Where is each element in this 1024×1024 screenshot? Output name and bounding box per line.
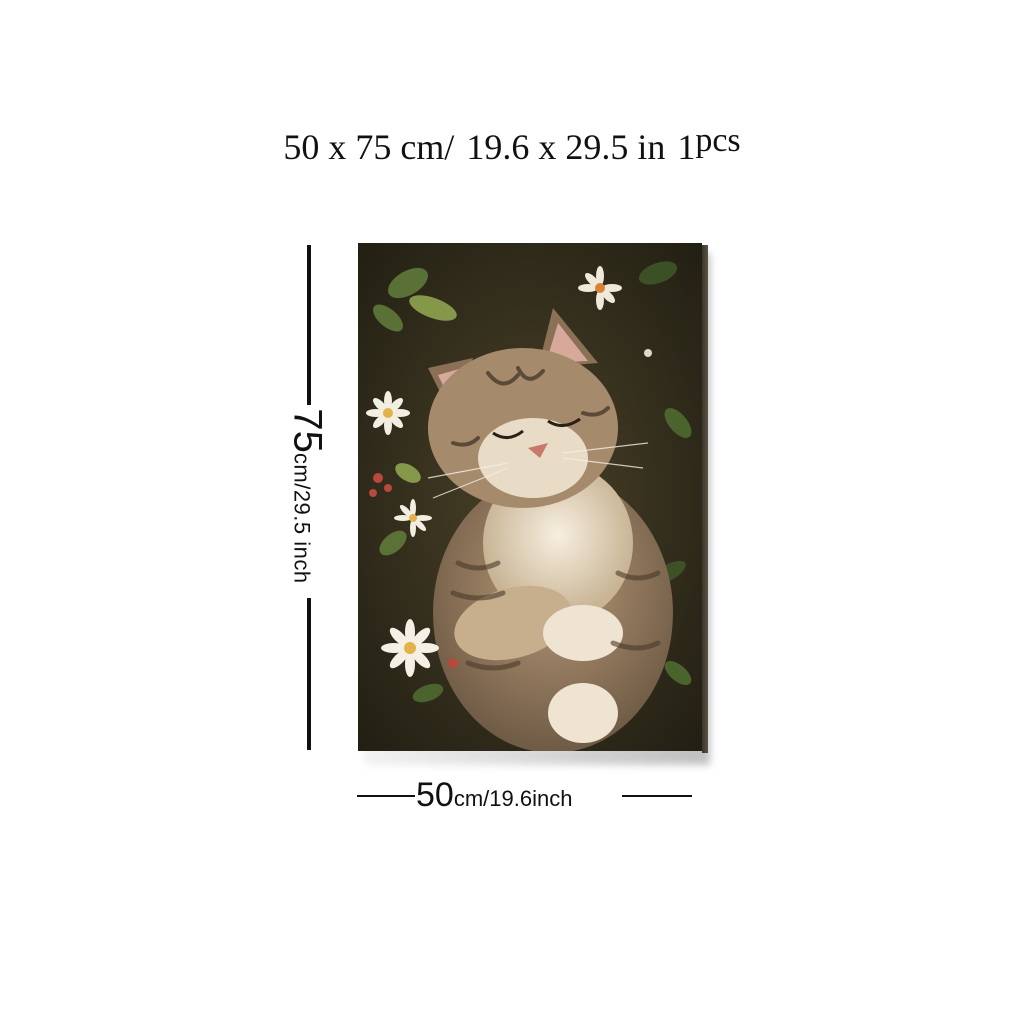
size-headline: 50 x 75 cm/19.6 x 29.5 in 1pcs (0, 122, 1024, 168)
height-unit-text: cm/29.5 inch (289, 452, 315, 584)
daisy-group (366, 266, 652, 677)
headline-quantity: 1 (677, 127, 696, 167)
headline-size-in: 19.6 x 29.5 in (466, 127, 666, 167)
cat-painting-icon (358, 243, 702, 751)
width-unit-text: cm/19.6inch (453, 786, 573, 811)
height-value: 75 (285, 408, 330, 453)
height-line-bottom (307, 598, 311, 750)
height-line-top (307, 245, 311, 405)
width-line-left (357, 795, 415, 797)
canvas-edge (702, 245, 708, 753)
headline-quantity-unit: pcs (695, 122, 741, 159)
width-line-right (622, 795, 692, 797)
headline-size-cm: 50 x 75 cm/ (283, 127, 455, 167)
width-value: 50 (416, 776, 454, 814)
canvas-print (358, 243, 710, 765)
height-label: 75cm/29.5 inch (285, 408, 330, 583)
width-label: 50cm/19.6inch (416, 776, 572, 815)
